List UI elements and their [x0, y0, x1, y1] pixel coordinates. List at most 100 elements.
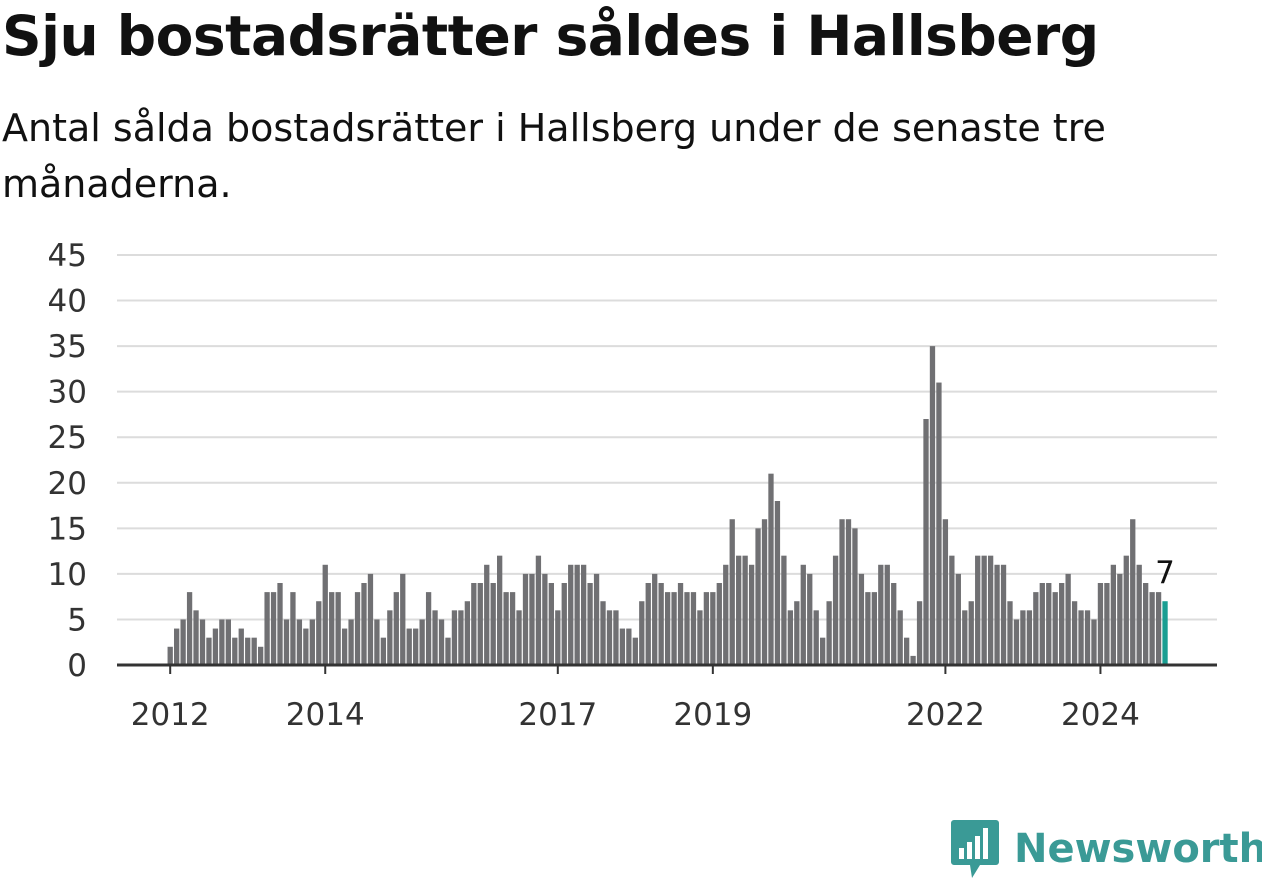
bar — [245, 637, 251, 665]
x-axis-ticks: 2012 2014 2017 2019 2022 2024 — [131, 665, 1140, 733]
bar — [1097, 583, 1104, 665]
bar — [438, 619, 445, 665]
bar — [316, 601, 322, 665]
bar — [1155, 592, 1162, 665]
bar — [878, 564, 884, 665]
bar — [690, 592, 697, 665]
bar — [987, 555, 994, 665]
bar — [716, 583, 722, 665]
x-tick-label: 2024 — [1061, 697, 1140, 733]
y-axis-ticks: 0 5 10 15 20 25 30 35 40 45 — [48, 238, 87, 684]
bar — [542, 573, 548, 665]
bar — [994, 564, 1000, 665]
y-tick-label: 10 — [48, 557, 87, 593]
bar — [387, 610, 393, 665]
bar — [367, 573, 374, 665]
bar — [839, 519, 845, 665]
bar — [219, 619, 225, 665]
bar — [962, 610, 968, 665]
bar — [639, 601, 645, 665]
bar — [393, 592, 399, 665]
bar — [1078, 610, 1084, 665]
bar — [167, 646, 173, 665]
bar — [406, 628, 412, 665]
bar — [354, 592, 361, 665]
bar — [826, 601, 832, 665]
x-tick-label: 2022 — [906, 697, 985, 733]
bar — [458, 610, 464, 665]
bar — [400, 573, 406, 665]
bar — [968, 601, 974, 665]
bar — [748, 564, 755, 665]
bar — [529, 573, 535, 665]
bar — [238, 628, 244, 665]
bar — [471, 583, 477, 665]
bar — [1117, 573, 1123, 665]
bar — [186, 592, 193, 665]
bar — [587, 583, 593, 665]
bar — [832, 555, 839, 665]
bar — [664, 592, 671, 665]
bar — [290, 592, 296, 665]
bar — [632, 637, 638, 665]
bar — [807, 573, 813, 665]
bar — [419, 619, 425, 665]
bar — [1065, 573, 1071, 665]
bar — [723, 564, 729, 665]
x-tick-label: 2012 — [131, 697, 210, 733]
bar — [1026, 610, 1033, 665]
y-tick-label: 30 — [48, 375, 87, 411]
bar — [548, 583, 554, 665]
bar — [568, 564, 574, 665]
bar — [910, 655, 916, 665]
chart-title: Sju bostadsrätter såldes i Hallsberg — [2, 4, 1099, 68]
bar — [1013, 619, 1020, 665]
bar — [445, 637, 451, 665]
bar — [212, 628, 219, 665]
y-tick-label: 5 — [67, 602, 87, 638]
bar — [697, 610, 703, 665]
y-tick-label: 15 — [48, 511, 87, 547]
bar — [1091, 619, 1097, 665]
y-tick-label: 20 — [48, 466, 87, 502]
bar — [1020, 610, 1026, 665]
bar — [981, 555, 987, 665]
bar — [606, 610, 613, 665]
bar — [413, 628, 419, 665]
bar — [671, 592, 677, 665]
bar — [684, 592, 690, 665]
bar — [787, 610, 794, 665]
bar — [820, 637, 826, 665]
bar — [845, 519, 852, 665]
bar — [206, 637, 212, 665]
bar — [432, 610, 438, 665]
bar — [1084, 610, 1091, 665]
bar — [761, 519, 768, 665]
bar — [858, 573, 865, 665]
bar — [871, 592, 877, 665]
bar — [199, 619, 206, 665]
bar — [1039, 583, 1045, 665]
bar — [490, 583, 496, 665]
bar — [535, 555, 542, 665]
bar — [1033, 592, 1039, 665]
newsworthy-icon — [951, 820, 999, 878]
bar — [903, 637, 910, 665]
bar — [348, 619, 354, 665]
bar — [1071, 601, 1078, 665]
bar — [677, 583, 684, 665]
bar — [755, 528, 761, 665]
bar — [574, 564, 580, 665]
chart-subtitle: Antal sålda bostadsrätter i Hallsberg un… — [2, 106, 1106, 206]
bar — [425, 592, 432, 665]
bar — [503, 592, 509, 665]
bar — [341, 628, 348, 665]
bar — [335, 592, 341, 665]
brand-name: Newsworthy — [1014, 826, 1262, 872]
bar — [1059, 583, 1065, 665]
bar — [516, 610, 522, 665]
bar — [477, 583, 483, 665]
bar — [923, 419, 929, 665]
bar — [174, 628, 180, 665]
y-tick-label: 45 — [48, 238, 87, 274]
